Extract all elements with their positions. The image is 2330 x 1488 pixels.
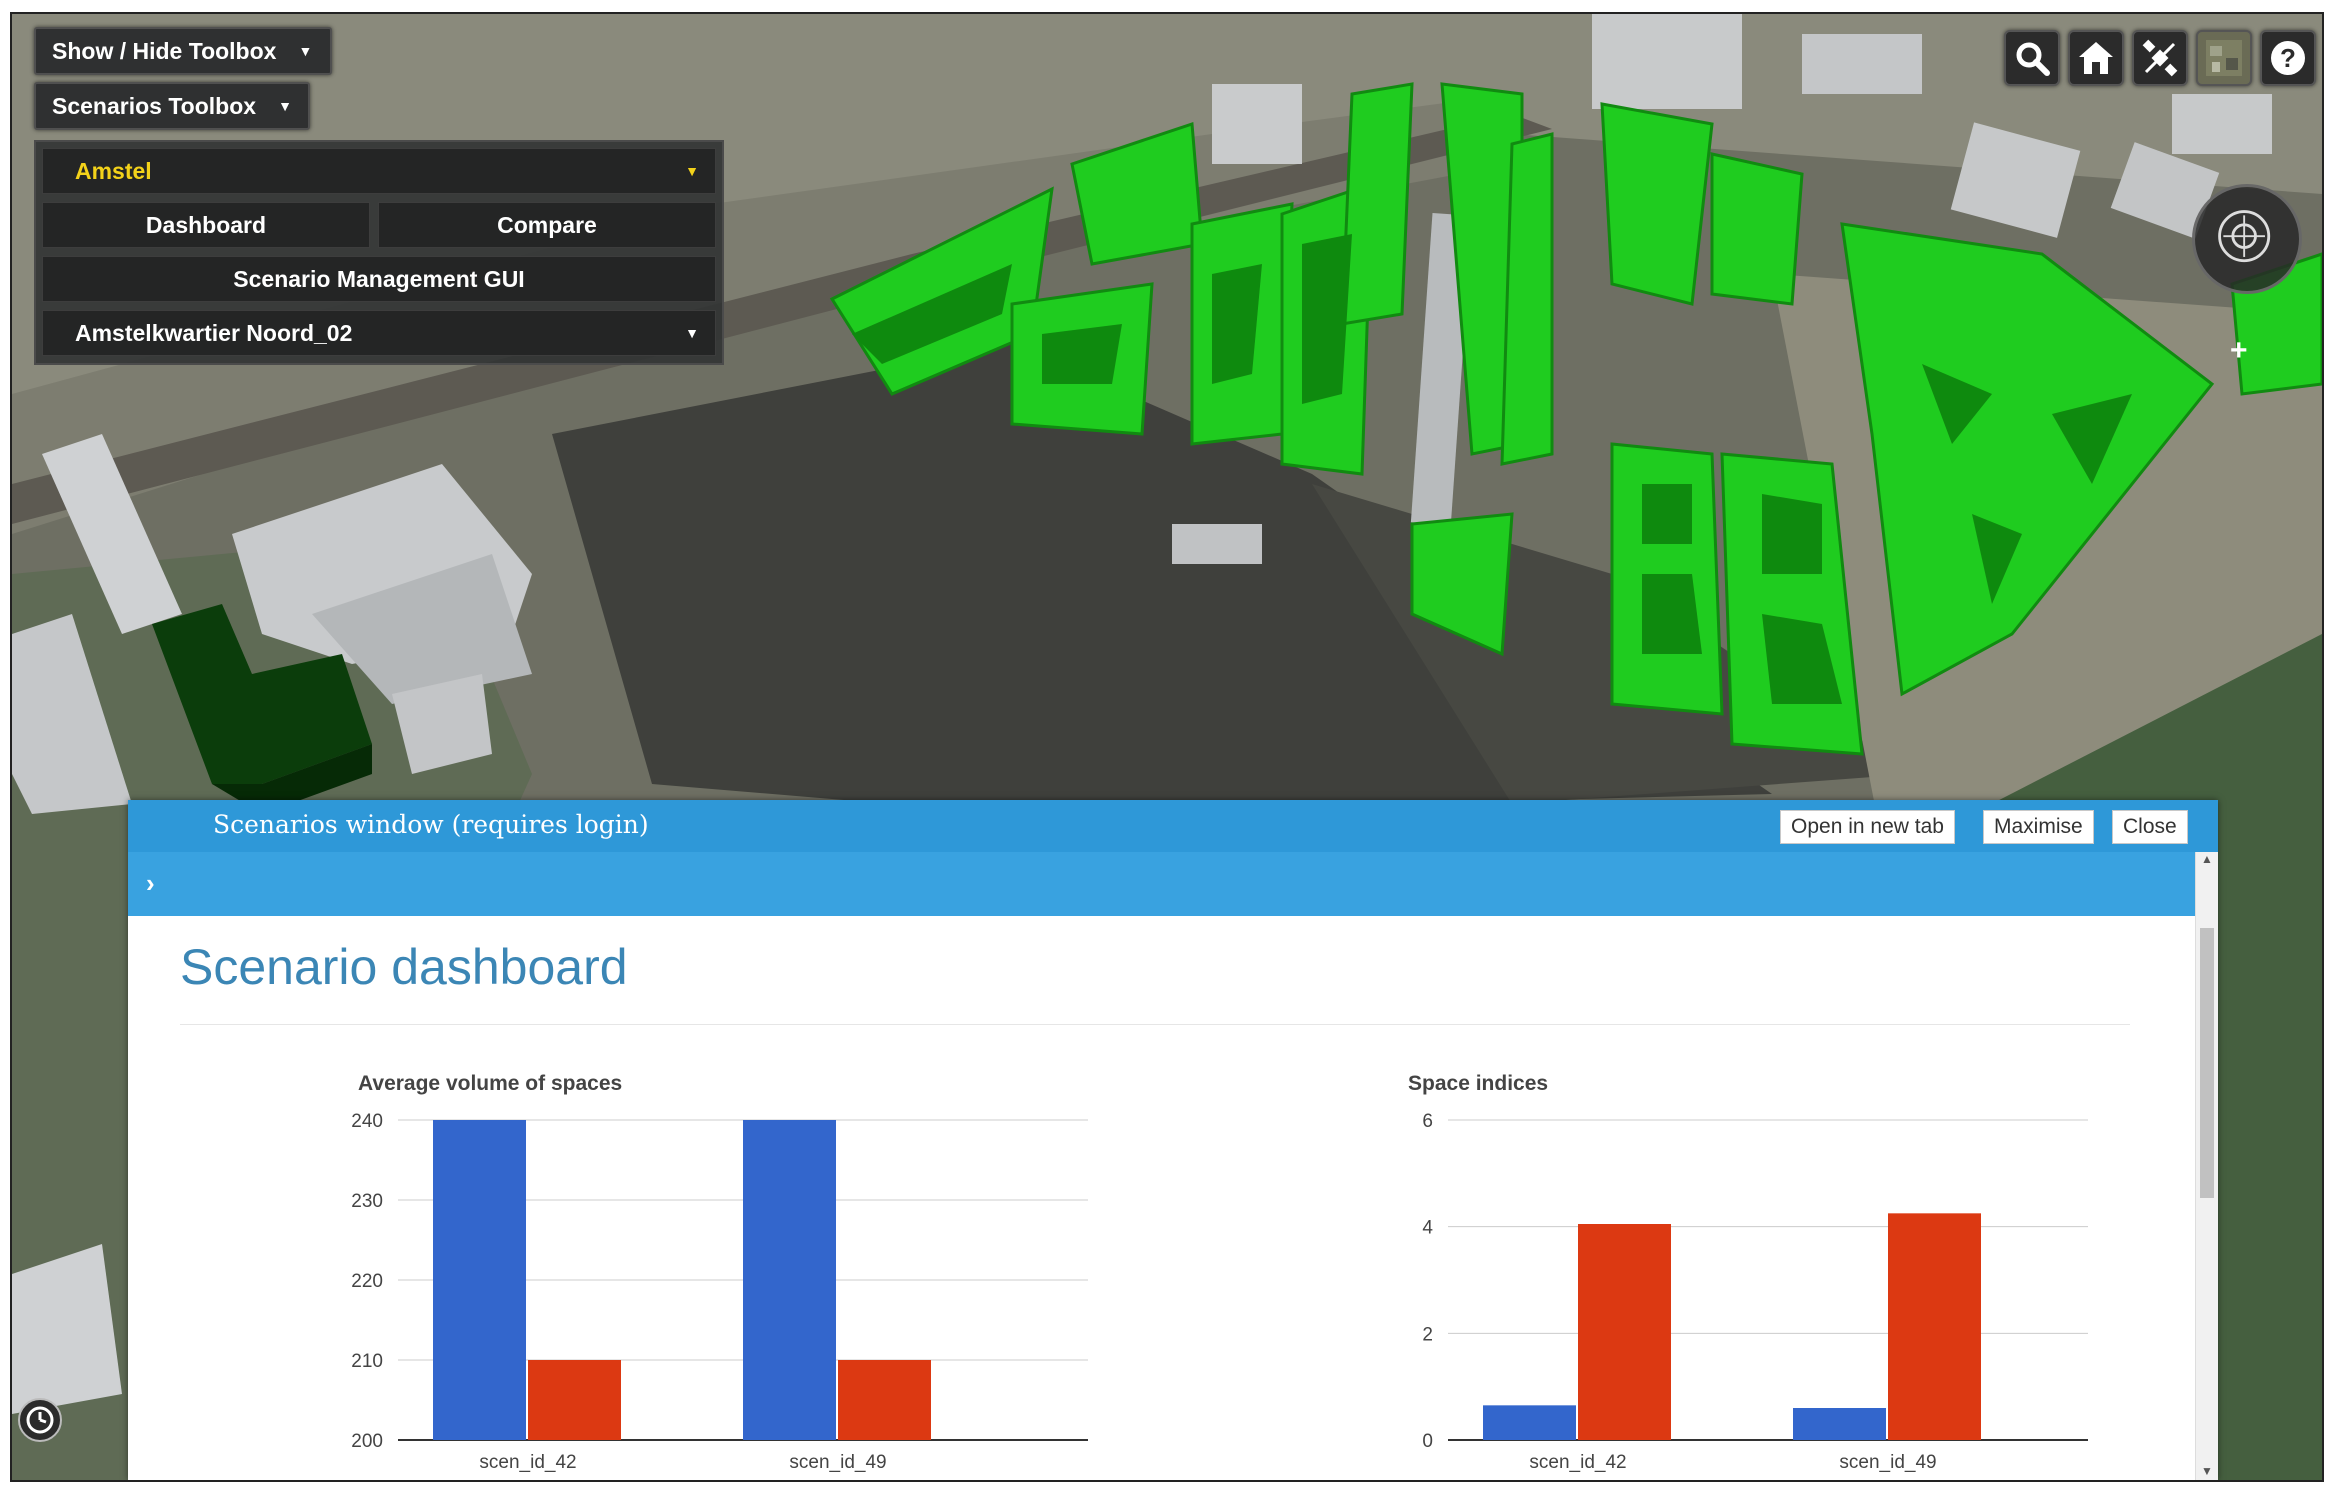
map-viewport[interactable] (12, 14, 2322, 1480)
home-icon (2079, 42, 2113, 74)
scroll-up-arrow-icon[interactable]: ▲ (2201, 852, 2213, 866)
chevron-down-icon: ▼ (685, 325, 699, 341)
compass-icon (2218, 210, 2271, 263)
chart-title: Average volume of spaces (358, 1072, 622, 1095)
dashboard-button[interactable]: Dashboard (42, 202, 370, 248)
scenario-select[interactable]: Amstelkwartier Noord_02 ▼ (42, 310, 716, 356)
show-hide-toolbox-button[interactable]: Show / Hide Toolbox ▼ (34, 27, 332, 75)
bar (838, 1360, 931, 1440)
open-new-tab-button[interactable]: Open in new tab (1780, 810, 1955, 844)
bar (528, 1360, 621, 1440)
x-tick-label: scen_id_42 (479, 1452, 576, 1473)
home-button[interactable] (2068, 30, 2124, 86)
clock-icon[interactable] (18, 1398, 62, 1442)
dropdown-arrow-icon: ▼ (298, 43, 313, 59)
close-button[interactable]: Close (2112, 810, 2188, 844)
bar (1793, 1408, 1886, 1440)
scenario-management-button[interactable]: Scenario Management GUI (42, 256, 716, 302)
y-tick-label: 240 (351, 1111, 383, 1132)
y-tick-label: 6 (1422, 1111, 1433, 1132)
chart-space-indices: Space indices 0 2 4 6 scen_id_42 scen_id_49 (1408, 1072, 2088, 1473)
window-title: Scenarios window (requires login) (213, 810, 649, 839)
app-frame: Show / Hide Toolbox ▼ Scenarios Toolbox ▼ … (10, 12, 2324, 1482)
x-tick-label: scen_id_49 (789, 1452, 886, 1473)
window-title-bar[interactable]: Scenarios window (requires login) Open i… (128, 800, 2218, 852)
bar (433, 1120, 526, 1440)
y-tick-label: 0 (1422, 1431, 1433, 1452)
y-tick-label: 220 (351, 1271, 383, 1292)
y-tick-label: 4 (1422, 1218, 1433, 1239)
y-tick-label: 2 (1422, 1324, 1433, 1345)
y-tick-label: 210 (351, 1351, 383, 1372)
area-select-value: Amstel (75, 158, 152, 184)
y-tick-label: 200 (351, 1431, 383, 1452)
x-tick-label: scen_id_42 (1529, 1452, 1626, 1473)
satellite-icon (2142, 39, 2178, 77)
dropdown-arrow-icon: ▼ (278, 98, 292, 114)
help-button[interactable]: ? (2260, 30, 2316, 86)
x-tick-label: scen_id_49 (1839, 1452, 1936, 1473)
maximise-button[interactable]: Maximise (1983, 810, 2094, 844)
y-tick-label: 230 (351, 1191, 383, 1212)
help-icon: ? (2271, 41, 2305, 75)
scenario-select-value: Amstelkwartier Noord_02 (75, 320, 353, 346)
compare-button[interactable]: Compare (378, 202, 716, 248)
bar (743, 1120, 836, 1440)
svg-text:?: ? (2280, 43, 2296, 73)
chevron-down-icon: ▼ (685, 163, 699, 179)
chart-title: Space indices (1408, 1072, 1548, 1095)
scroll-down-arrow-icon[interactable]: ▼ (2201, 1464, 2213, 1478)
chart-average-volume: Average volume of spaces 200 210 220 230 240 s… (351, 1072, 1088, 1473)
bar (1888, 1213, 1981, 1440)
zoom-in-icon[interactable]: + (2230, 334, 2248, 367)
bar (1578, 1224, 1671, 1440)
area-select[interactable]: Amstel ▼ (42, 148, 716, 194)
scenarios-toolbox-panel: Amstel ▼ Dashboard Compare Scenario Mana… (34, 140, 724, 365)
scrollbar-thumb[interactable] (2200, 928, 2214, 1198)
search-icon (2016, 42, 2050, 76)
bar (1483, 1405, 1576, 1440)
scenarios-toolbox-label: Scenarios Toolbox (52, 93, 257, 119)
divider (180, 1024, 2130, 1025)
window-toolbar: › (128, 852, 2196, 916)
page-title: Scenario dashboard (180, 939, 628, 995)
imagery-layer-icon (2206, 40, 2242, 76)
scenarios-window: Scenarios window (requires login) Open i… (128, 800, 2218, 1480)
search-button[interactable] (2004, 30, 2060, 86)
scene-mode-button[interactable] (2132, 30, 2188, 86)
navigation-compass[interactable] (2192, 184, 2302, 294)
chevron-right-icon[interactable]: › (146, 868, 155, 898)
window-scrollbar[interactable]: ▲ ▼ (2195, 852, 2218, 1480)
base-layer-picker-button[interactable] (2196, 30, 2252, 86)
show-hide-toolbox-label: Show / Hide Toolbox (52, 38, 277, 64)
scenarios-toolbox-button[interactable]: Scenarios Toolbox ▼ (34, 82, 310, 130)
